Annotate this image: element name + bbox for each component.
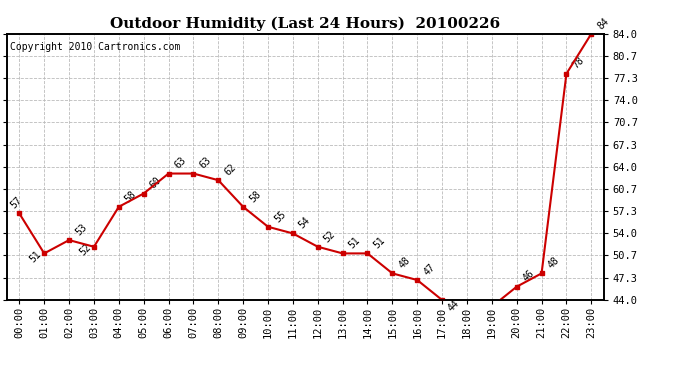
Text: 47: 47	[422, 262, 437, 277]
Text: 57: 57	[8, 195, 23, 211]
Text: 43: 43	[0, 374, 1, 375]
Text: 84: 84	[595, 16, 611, 31]
Text: 51: 51	[347, 235, 362, 250]
Text: 58: 58	[247, 189, 263, 204]
Text: 55: 55	[272, 209, 288, 224]
Text: 46: 46	[521, 268, 536, 284]
Text: Copyright 2010 Cartronics.com: Copyright 2010 Cartronics.com	[10, 42, 180, 52]
Text: 78: 78	[571, 56, 586, 71]
Text: 48: 48	[397, 255, 412, 271]
Text: 63: 63	[197, 155, 213, 171]
Text: 48: 48	[546, 255, 561, 271]
Text: 58: 58	[123, 189, 139, 204]
Text: 44: 44	[446, 298, 462, 314]
Text: 52: 52	[77, 243, 92, 258]
Text: 54: 54	[297, 215, 313, 231]
Text: 52: 52	[322, 229, 337, 244]
Text: 43: 43	[0, 374, 1, 375]
Title: Outdoor Humidity (Last 24 Hours)  20100226: Outdoor Humidity (Last 24 Hours) 2010022…	[110, 17, 500, 31]
Text: 51: 51	[28, 249, 43, 264]
Text: 60: 60	[148, 176, 164, 191]
Text: 53: 53	[73, 222, 88, 237]
Text: 62: 62	[222, 162, 238, 177]
Text: 63: 63	[172, 155, 188, 171]
Text: 51: 51	[372, 235, 387, 250]
